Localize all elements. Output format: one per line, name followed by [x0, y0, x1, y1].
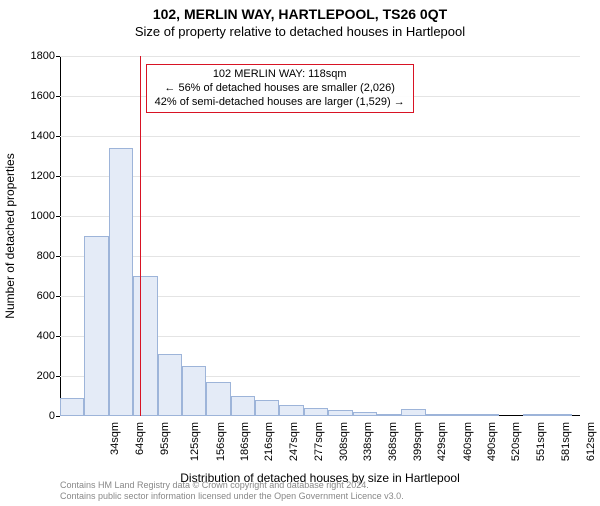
- histogram-bar: [84, 236, 108, 416]
- y-tick-label: 800: [37, 250, 55, 262]
- histogram-bar: [255, 400, 279, 416]
- annotation-line: 42% of semi-detached houses are larger (…: [155, 96, 405, 110]
- histogram-bar: [401, 409, 425, 416]
- y-tick-mark: [56, 136, 60, 137]
- histogram-bar: [109, 148, 133, 416]
- y-tick-mark: [56, 256, 60, 257]
- x-tick-label: 368sqm: [387, 422, 399, 461]
- y-tick-label: 400: [37, 330, 55, 342]
- annotation-box: 102 MERLIN WAY: 118sqm← 56% of detached …: [146, 64, 414, 113]
- y-tick-mark: [56, 376, 60, 377]
- annotation-line: 102 MERLIN WAY: 118sqm: [155, 68, 405, 82]
- y-tick-label: 0: [49, 410, 55, 422]
- histogram-bar: [133, 276, 157, 416]
- histogram-bar: [158, 354, 182, 416]
- y-tick-label: 1800: [31, 50, 55, 62]
- x-tick-label: 186sqm: [239, 422, 251, 461]
- y-tick-mark: [56, 336, 60, 337]
- y-tick-label: 200: [37, 370, 55, 382]
- x-tick-label: 338sqm: [363, 422, 375, 461]
- y-tick-mark: [56, 96, 60, 97]
- x-tick-label: 216sqm: [263, 422, 275, 461]
- histogram-bar: [231, 396, 255, 416]
- gridline: [60, 176, 580, 177]
- y-tick-label: 1400: [31, 130, 55, 142]
- x-tick-label: 277sqm: [313, 422, 325, 461]
- x-tick-label: 399sqm: [412, 422, 424, 461]
- x-tick-label: 460sqm: [462, 422, 474, 461]
- y-axis: [60, 56, 61, 416]
- histogram-bar: [474, 414, 498, 416]
- x-tick-label: 520sqm: [510, 422, 522, 461]
- footer-line: Contains public sector information licen…: [60, 491, 404, 502]
- histogram-bar: [523, 414, 547, 416]
- y-tick-mark: [56, 416, 60, 417]
- histogram-bar: [426, 414, 450, 416]
- gridline: [60, 136, 580, 137]
- x-tick-label: 125sqm: [189, 422, 201, 461]
- histogram-bar: [182, 366, 206, 416]
- x-tick-label: 34sqm: [109, 422, 121, 455]
- gridline: [60, 216, 580, 217]
- histogram-bar: [304, 408, 328, 416]
- x-tick-label: 612sqm: [585, 422, 597, 461]
- histogram-bar: [450, 414, 474, 416]
- y-axis-label: Number of detached properties: [3, 153, 17, 318]
- annotation-line: ← 56% of detached houses are smaller (2,…: [155, 82, 405, 96]
- histogram-bar: [206, 382, 230, 416]
- y-tick-label: 1000: [31, 210, 55, 222]
- y-tick-mark: [56, 296, 60, 297]
- page-subtitle: Size of property relative to detached ho…: [0, 24, 600, 39]
- y-tick-label: 600: [37, 290, 55, 302]
- histogram-bar: [548, 414, 572, 416]
- histogram-bar: [377, 414, 401, 416]
- y-tick-mark: [56, 56, 60, 57]
- x-tick-label: 308sqm: [338, 422, 350, 461]
- gridline: [60, 56, 580, 57]
- x-tick-label: 247sqm: [289, 422, 301, 461]
- x-tick-label: 490sqm: [486, 422, 498, 461]
- histogram-chart: Number of detached properties Distributi…: [60, 56, 580, 416]
- histogram-bar: [279, 405, 303, 416]
- footer-attribution: Contains HM Land Registry data © Crown c…: [60, 480, 404, 502]
- y-tick-label: 1600: [31, 90, 55, 102]
- y-tick-mark: [56, 176, 60, 177]
- property-marker-line: [140, 56, 142, 416]
- footer-line: Contains HM Land Registry data © Crown c…: [60, 480, 404, 491]
- x-tick-label: 64sqm: [134, 422, 146, 455]
- y-tick-mark: [56, 216, 60, 217]
- x-tick-label: 95sqm: [159, 422, 171, 455]
- x-tick-label: 581sqm: [560, 422, 572, 461]
- page-title: 102, MERLIN WAY, HARTLEPOOL, TS26 0QT: [0, 6, 600, 22]
- gridline: [60, 256, 580, 257]
- histogram-bar: [353, 412, 377, 416]
- y-tick-label: 1200: [31, 170, 55, 182]
- histogram-bar: [60, 398, 84, 416]
- x-tick-label: 156sqm: [215, 422, 227, 461]
- x-tick-label: 429sqm: [436, 422, 448, 461]
- x-tick-label: 551sqm: [536, 422, 548, 461]
- histogram-bar: [328, 410, 352, 416]
